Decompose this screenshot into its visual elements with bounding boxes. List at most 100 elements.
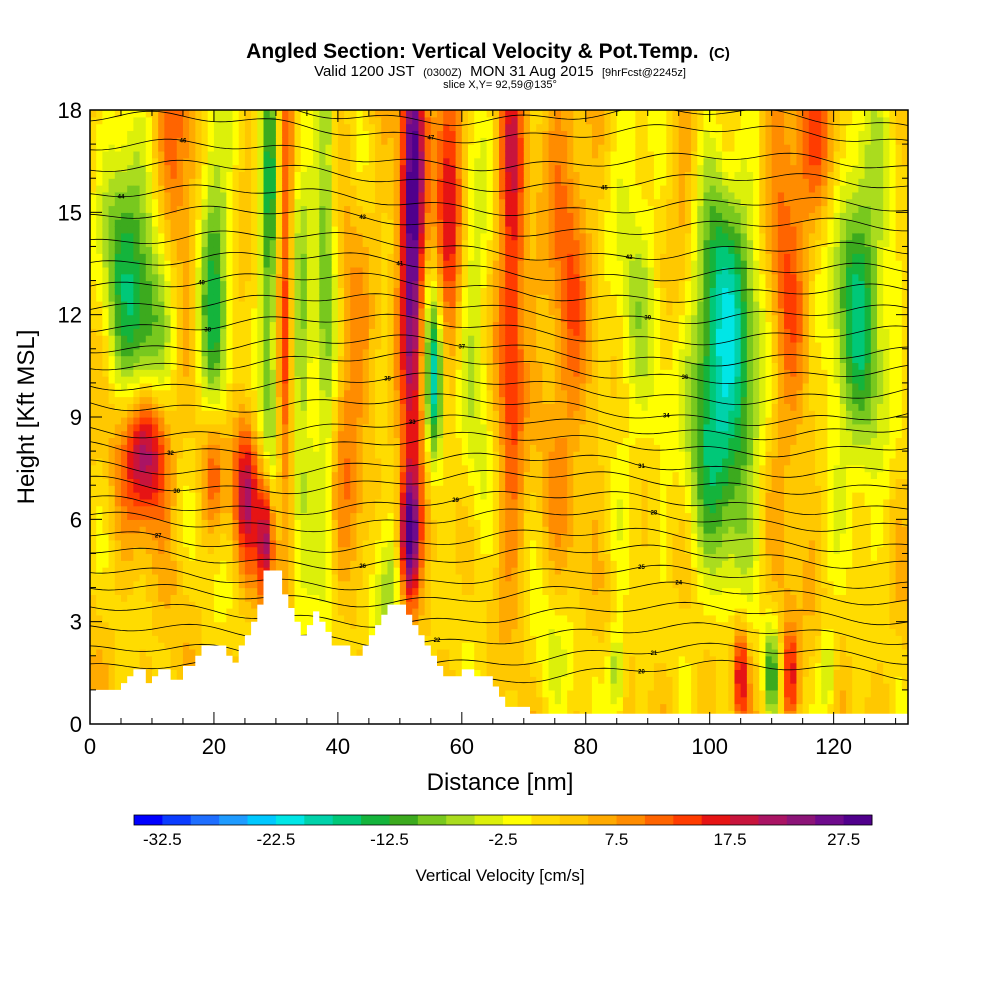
heatmap-cell <box>399 314 407 323</box>
heatmap-cell <box>300 498 308 507</box>
heatmap-cell <box>337 369 345 377</box>
heatmap-cell <box>213 532 221 541</box>
heatmap-cell <box>418 266 426 275</box>
heatmap-cell <box>127 328 134 336</box>
heatmap-cell <box>207 362 215 370</box>
heatmap-cell <box>406 321 413 329</box>
heatmap-cell <box>164 526 172 534</box>
heatmap-cell <box>232 273 240 282</box>
heatmap-cell <box>220 341 227 350</box>
heatmap-cell <box>424 430 432 439</box>
heatmap-cell <box>430 560 438 568</box>
heatmap-cell <box>294 485 302 493</box>
heatmap-cell <box>139 560 147 568</box>
heatmap-cell <box>412 553 420 561</box>
heatmap-cell <box>220 110 227 118</box>
heatmap-cell <box>96 505 103 514</box>
heatmap-cell <box>362 266 370 275</box>
heatmap-cell <box>244 471 252 479</box>
heatmap-cell <box>201 396 209 404</box>
heatmap-cell <box>232 280 240 288</box>
heatmap-cell <box>263 314 271 323</box>
heatmap-cell <box>325 123 333 132</box>
heatmap-cell <box>182 212 190 220</box>
heatmap-cell <box>96 301 103 309</box>
heatmap-cell <box>344 587 351 595</box>
heatmap-cell <box>114 389 122 398</box>
heatmap-cell <box>362 307 370 316</box>
heatmap-cell <box>368 492 376 500</box>
heatmap-cell <box>406 478 413 486</box>
heatmap-cell <box>151 301 159 309</box>
heatmap-cell <box>300 225 308 234</box>
heatmap-cell <box>362 389 370 398</box>
heatmap-cell <box>350 642 358 650</box>
heatmap-cell <box>368 355 376 364</box>
heatmap-cell <box>313 321 320 329</box>
heatmap-cell <box>424 635 432 643</box>
heatmap-cell <box>120 260 128 268</box>
heatmap-cell <box>393 410 401 418</box>
heatmap-cell <box>244 335 252 343</box>
heatmap-cell <box>158 648 165 657</box>
heatmap-cell <box>145 389 153 398</box>
heatmap-cell <box>412 430 420 439</box>
heatmap-cell <box>207 594 215 602</box>
heatmap-cell <box>145 376 153 384</box>
heatmap-cell <box>356 314 364 323</box>
heatmap-cell <box>269 410 277 418</box>
heatmap-cell <box>381 205 389 213</box>
heatmap-cell <box>393 437 401 445</box>
heatmap-cell <box>294 144 302 152</box>
heatmap-cell <box>120 512 128 520</box>
heatmap-cell <box>406 437 413 445</box>
heatmap-cell <box>393 307 401 316</box>
heatmap-cell <box>344 232 351 241</box>
heatmap-cell <box>108 239 116 248</box>
heatmap-cell <box>176 232 184 241</box>
heatmap-cell <box>282 417 289 425</box>
heatmap-cell <box>406 573 413 582</box>
heatmap-cell <box>430 621 438 630</box>
heatmap-cell <box>375 471 382 479</box>
heatmap-cell <box>325 369 333 377</box>
heatmap-cell <box>182 260 190 268</box>
heatmap-cell <box>337 526 345 534</box>
heatmap-cell <box>226 287 234 295</box>
heatmap-cell <box>282 348 289 357</box>
heatmap-cell <box>282 307 289 316</box>
heatmap-cell <box>362 219 370 227</box>
heatmap-cell <box>226 437 234 445</box>
heatmap-cell <box>176 573 184 582</box>
heatmap-cell <box>108 457 116 466</box>
heatmap-cell <box>226 335 234 343</box>
heatmap-cell <box>344 253 351 261</box>
heatmap-cell <box>176 110 184 118</box>
heatmap-cell <box>387 355 395 364</box>
heatmap-cell <box>306 144 314 152</box>
heatmap-cell <box>368 580 376 589</box>
heatmap-cell <box>331 389 339 398</box>
heatmap-cell <box>232 512 240 520</box>
heatmap-cell <box>412 287 420 295</box>
heatmap-cell <box>232 608 240 616</box>
heatmap-cell <box>356 321 364 329</box>
heatmap-cell <box>368 532 376 541</box>
heatmap-cell <box>232 396 240 404</box>
heatmap-cell <box>375 478 382 486</box>
heatmap-cell <box>418 580 426 589</box>
heatmap-cell <box>381 164 389 172</box>
heatmap-cell <box>170 464 178 473</box>
heatmap-cell <box>399 144 407 152</box>
heatmap-cell <box>176 642 184 650</box>
heatmap-cell <box>356 532 364 541</box>
heatmap-cell <box>127 246 134 254</box>
heatmap-cell <box>306 430 314 439</box>
heatmap-cell <box>220 198 227 207</box>
heatmap-cell <box>139 539 147 548</box>
heatmap-cell <box>120 225 128 234</box>
heatmap-cell <box>368 239 376 248</box>
heatmap-cell <box>381 185 389 193</box>
heatmap-cell <box>294 328 302 336</box>
heatmap-cell <box>238 273 246 282</box>
